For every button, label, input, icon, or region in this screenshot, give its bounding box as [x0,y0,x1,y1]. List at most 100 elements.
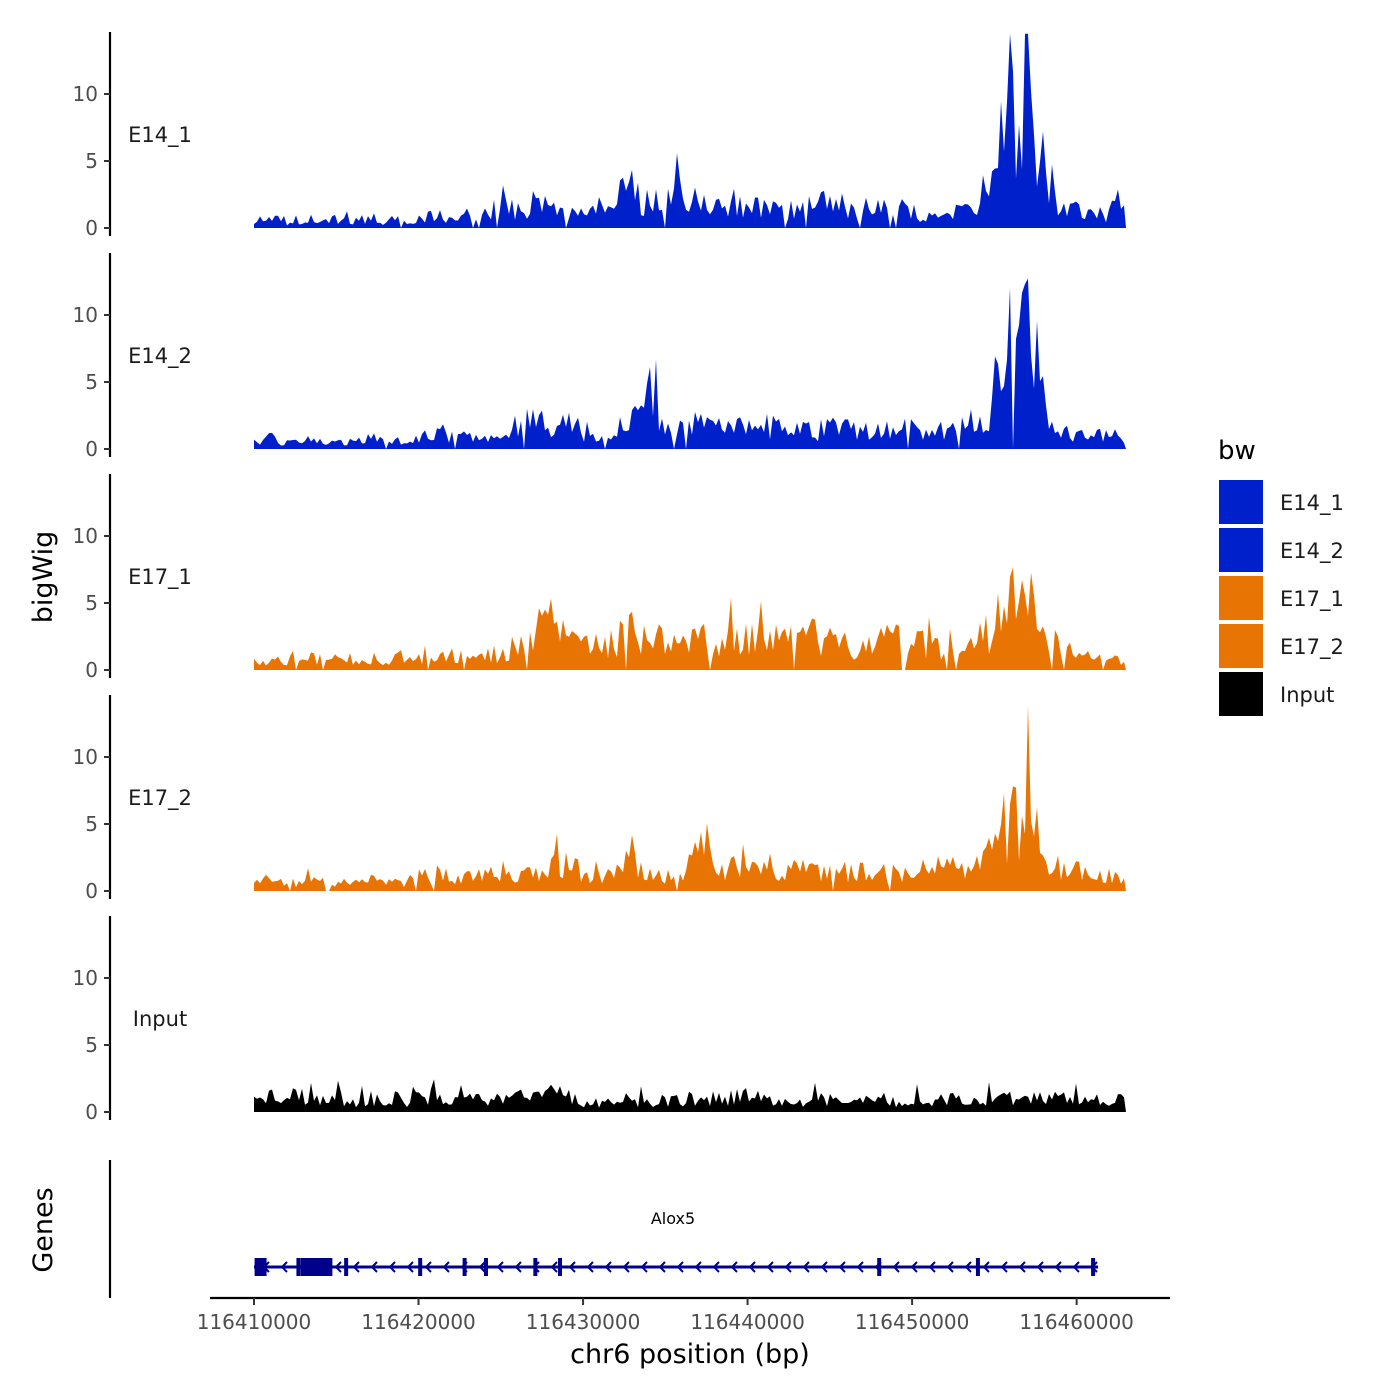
legend-label-E14_1: E14_1 [1280,491,1344,516]
y-tick-label: 10 [73,745,98,769]
y-tick-label: 10 [73,524,98,548]
strand-arrow [442,1261,450,1273]
gene-exon [320,1258,333,1276]
legend-swatch-E14_1 [1219,480,1263,524]
strand-arrow [1000,1261,1008,1273]
gene-exon [418,1258,423,1276]
x-tick-label: 116440000 [690,1310,805,1334]
gene-exon [877,1258,882,1276]
gene-exon [975,1258,980,1276]
strand-arrow [280,1261,288,1273]
strand-arrow [1072,1261,1080,1273]
strand-arrow [820,1261,828,1273]
track-E14_1: 0 5 10 E14_1 [73,32,1126,240]
strand-arrow [892,1261,900,1273]
strand-arrow [910,1261,918,1273]
coverage-area-E14_1 [254,33,1126,229]
legend-swatch-E17_2 [1219,624,1263,668]
strand-arrow [802,1261,810,1273]
gene-exon [483,1258,488,1276]
strand-arrow [712,1261,720,1273]
strand-arrow [694,1261,702,1273]
strand-arrow [334,1261,342,1273]
strand-arrow [838,1261,846,1273]
legend-swatch-E17_1 [1219,576,1263,620]
y-tick-label: 10 [73,82,98,106]
y-tick-label: 0 [85,437,98,461]
strand-arrow [586,1261,594,1273]
legend-label-E17_1: E17_1 [1280,587,1344,612]
strand-arrow [406,1261,414,1273]
strand-arrow [478,1261,486,1273]
legend-swatch-Input [1219,672,1263,716]
strand-arrow [748,1261,756,1273]
strand-arrow [496,1261,504,1273]
x-tick-label: 116410000 [197,1310,312,1334]
strand-arrow [658,1261,666,1273]
legend-swatch-E14_2 [1219,528,1263,572]
y-tick-label: 0 [85,658,98,682]
legend-title: bw [1218,436,1256,466]
coverage-area-Input [254,1079,1126,1112]
y-tick-label: 0 [85,1100,98,1124]
strand-arrow [784,1261,792,1273]
y-tick-label: 5 [85,591,98,615]
y-tick-label: 10 [73,966,98,990]
strand-arrow [766,1261,774,1273]
gene-exon [1091,1258,1096,1276]
coverage-tracks: 0 5 10 E14_1 0 5 10 E14_2 0 5 10 E17_1 0 5 10 E17_2 0 5 10… [73,32,1126,1124]
strand-arrow [1036,1261,1044,1273]
strand-arrow [370,1261,378,1273]
y-tick-label: 5 [85,370,98,394]
track-label-Input: Input [133,1007,187,1031]
gene-exon [558,1258,563,1276]
strand-arrow [604,1261,612,1273]
track-label-E14_1: E14_1 [128,123,192,148]
strand-arrow [568,1261,576,1273]
y-tick-label: 10 [73,303,98,327]
x-tick-label: 116420000 [361,1310,476,1334]
strand-arrow [388,1261,396,1273]
x-axis: 116410000 116420000 116430000 116440000 1164… [197,1296,1170,1334]
gene-track-panel: Alox5 [108,1160,1099,1298]
x-axis-title: chr6 position (bp) [570,1339,810,1370]
track-label-E14_2: E14_2 [128,344,192,369]
gene-exon [254,1258,267,1276]
y-tick-label: 5 [85,812,98,836]
legend-label-E17_2: E17_2 [1280,635,1344,660]
track-E17_2: 0 5 10 E17_2 [73,695,1126,903]
gene-exon [462,1258,467,1276]
legend-label-Input: Input [1280,683,1334,707]
gene-exon [296,1258,301,1276]
track-Input: 0 5 10 Input [73,916,1126,1124]
gene-exon [344,1258,349,1276]
track-label-E17_1: E17_1 [128,565,192,590]
strand-arrow [964,1261,972,1273]
legend: bw E14_1 E14_2 E17_1 E17_2 Input [1218,436,1344,716]
strand-arrow [622,1261,630,1273]
strand-arrow [982,1261,990,1273]
y-axis-title-genes: Genes [28,1187,59,1272]
y-tick-label: 0 [85,216,98,240]
coverage-area-E17_1 [254,567,1126,670]
strand-arrow [1018,1261,1026,1273]
y-tick-label: 5 [85,1033,98,1057]
track-label-E17_2: E17_2 [128,786,192,811]
x-tick-label: 116460000 [1019,1310,1134,1334]
strand-arrow [640,1261,648,1273]
strand-arrow [946,1261,954,1273]
coverage-area-E14_2 [254,278,1126,449]
coverage-area-E17_2 [254,705,1126,891]
x-tick-label: 116450000 [855,1310,970,1334]
strand-arrow [424,1261,432,1273]
gene-exon [533,1258,538,1276]
strand-arrow [676,1261,684,1273]
y-tick-label: 5 [85,149,98,173]
legend-label-E14_2: E14_2 [1280,539,1344,564]
strand-arrow [1054,1261,1062,1273]
strand-arrow [514,1261,522,1273]
y-tick-label: 0 [85,879,98,903]
strand-arrow [856,1261,864,1273]
x-tick-label: 116430000 [526,1310,641,1334]
